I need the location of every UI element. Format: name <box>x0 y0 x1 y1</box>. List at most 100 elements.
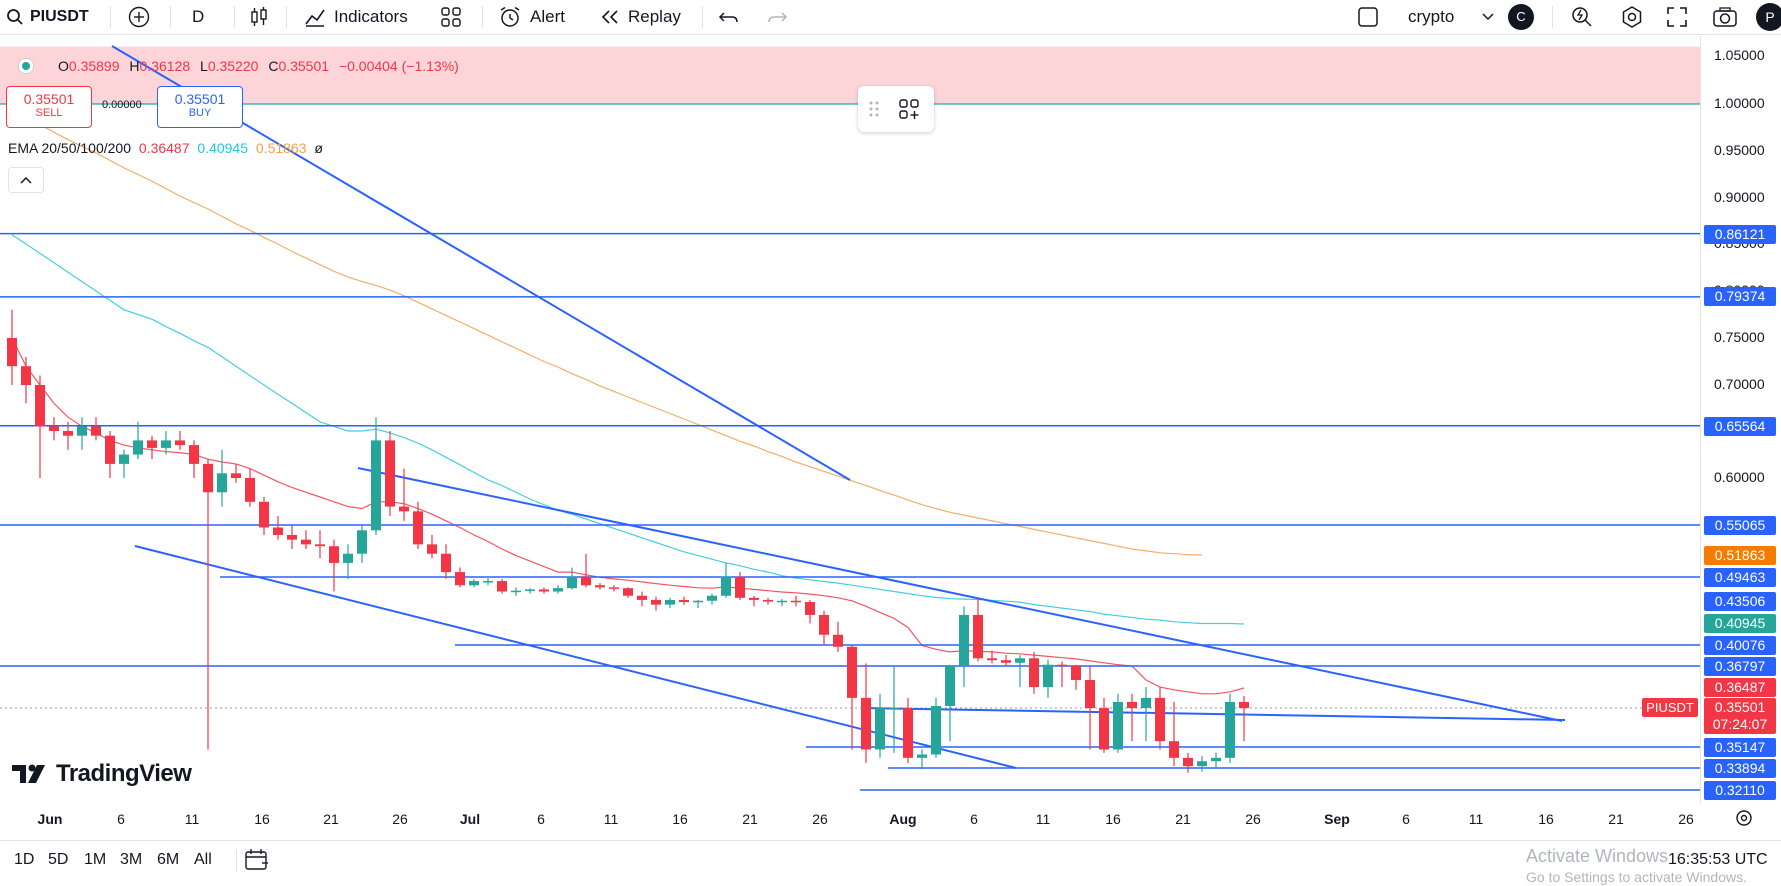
candle-body <box>1127 701 1137 709</box>
quick-search-button[interactable] <box>1570 0 1594 34</box>
price-label[interactable]: 0.79374 <box>1704 287 1776 306</box>
candle-body <box>511 590 521 593</box>
candle-body <box>987 658 997 661</box>
range-button-1m[interactable]: 1M <box>84 851 107 868</box>
price-label[interactable]: 0.35501 <box>1704 698 1776 717</box>
drag-handle-icon[interactable] <box>868 100 880 118</box>
plus-circle-icon <box>128 6 150 28</box>
price-label[interactable]: 0.35147 <box>1704 738 1776 757</box>
candle-body <box>1197 761 1207 767</box>
fullscreen-button[interactable] <box>1666 0 1688 34</box>
spread-value: 0.00000 <box>102 99 142 111</box>
range-button-3m[interactable]: 3M <box>120 851 143 868</box>
settings-button[interactable] <box>1620 0 1644 34</box>
layout-name-button[interactable]: crypto <box>1408 0 1454 34</box>
compare-button[interactable] <box>128 0 150 34</box>
candle-body <box>553 588 563 592</box>
fullscreen-icon <box>1667 7 1687 27</box>
candle-body <box>301 539 311 545</box>
price-label[interactable]: 0.51863 <box>1704 546 1776 565</box>
candle-body <box>777 600 787 603</box>
symbol-search-button[interactable]: PIUSDT <box>6 0 89 34</box>
candle-body <box>469 581 479 586</box>
price-label[interactable]: 0.49463 <box>1704 568 1776 587</box>
candle-body <box>413 511 423 545</box>
price-label[interactable]: 0.33894 <box>1704 759 1776 778</box>
time-tick: 26 <box>812 811 828 827</box>
replay-label: Replay <box>628 7 681 26</box>
price-tick: 0.90000 <box>1714 189 1765 205</box>
range-button-1d[interactable]: 1D <box>14 851 35 868</box>
price-label[interactable]: 0.40945 <box>1704 614 1776 633</box>
sell-price: 0.35501 <box>23 91 75 107</box>
candle-body <box>63 431 73 436</box>
price-label[interactable]: 0.65564 <box>1704 417 1776 436</box>
close-value: 0.35501 <box>278 58 330 74</box>
sell-button[interactable]: 0.35501 SELL <box>6 86 92 128</box>
price-label[interactable]: 0.36487 <box>1704 678 1776 697</box>
price-label[interactable]: 07:24:07 <box>1704 715 1776 734</box>
price-label[interactable]: 0.32110 <box>1704 781 1776 800</box>
clock[interactable]: 16:35:53 UTC <box>1668 851 1768 868</box>
candle-body <box>203 463 213 493</box>
avatar-letter: P <box>1756 3 1781 31</box>
ema20-line <box>11 337 1245 695</box>
add-widget-icon[interactable] <box>898 98 922 120</box>
candle-body <box>357 530 367 554</box>
price-axis[interactable] <box>1700 36 1781 804</box>
price-chart[interactable] <box>0 36 1700 804</box>
snapshot-button[interactable] <box>1712 0 1738 34</box>
goto-date-button[interactable] <box>244 848 270 877</box>
candle-body <box>819 614 829 635</box>
candle-body <box>441 553 451 573</box>
layout-toggle-button[interactable] <box>1357 0 1379 34</box>
user-avatar[interactable]: P <box>1756 0 1781 34</box>
price-label[interactable]: 0.36797 <box>1704 657 1776 676</box>
candle-body <box>875 708 885 750</box>
chart-type-button[interactable] <box>248 0 270 34</box>
windows-watermark-title: Activate Windows <box>1526 846 1669 866</box>
candle-body <box>329 546 339 563</box>
range-button-6m[interactable]: 6M <box>157 851 180 868</box>
candle-body <box>483 581 493 583</box>
divider <box>702 6 703 28</box>
price-label[interactable]: 0.86121 <box>1704 225 1776 244</box>
range-button-all[interactable]: All <box>194 851 212 868</box>
axis-settings-button[interactable] <box>1734 808 1754 833</box>
candle-body <box>651 599 661 605</box>
buy-button[interactable]: 0.35501 BUY <box>157 86 243 128</box>
candle-body <box>175 440 185 446</box>
candle-body <box>189 445 199 464</box>
indicators-button[interactable]: Indicators <box>304 0 408 34</box>
price-label[interactable]: 0.55065 <box>1704 516 1776 535</box>
candle-body <box>399 506 409 512</box>
price-tick: 0.95000 <box>1714 142 1765 158</box>
chevron-up-icon <box>20 176 32 184</box>
price-label[interactable]: 0.43506 <box>1704 592 1776 611</box>
collapse-legend-button[interactable] <box>8 167 44 193</box>
tradingview-logo[interactable]: TradingView <box>12 760 192 788</box>
candle-body <box>567 576 577 589</box>
price-tick: 1.00000 <box>1714 95 1765 111</box>
interval-button[interactable]: D <box>192 0 204 34</box>
rewind-icon <box>601 10 618 24</box>
replay-button[interactable]: Replay <box>600 0 681 34</box>
time-tick: Jul <box>459 811 481 827</box>
candle-body <box>1169 741 1179 758</box>
candle-body <box>371 440 381 531</box>
undo-button[interactable] <box>718 0 740 34</box>
price-label[interactable]: 0.40076 <box>1704 636 1776 655</box>
candle-body <box>1099 708 1109 750</box>
candle-body <box>721 576 731 596</box>
alert-button[interactable]: Alert <box>498 0 565 34</box>
range-button-5d[interactable]: 5D <box>48 851 69 868</box>
candle-body <box>105 435 115 464</box>
redo-button[interactable] <box>766 0 788 34</box>
templates-button[interactable] <box>440 0 462 34</box>
ema-legend[interactable]: EMA 20/50/100/200 0.36487 0.40945 0.5186… <box>8 140 323 156</box>
floating-toolbar[interactable] <box>858 86 934 132</box>
candle-body <box>917 754 927 758</box>
layout-menu-button[interactable] <box>1482 0 1494 34</box>
candle-body <box>1239 701 1249 709</box>
camera-icon <box>1713 7 1737 27</box>
